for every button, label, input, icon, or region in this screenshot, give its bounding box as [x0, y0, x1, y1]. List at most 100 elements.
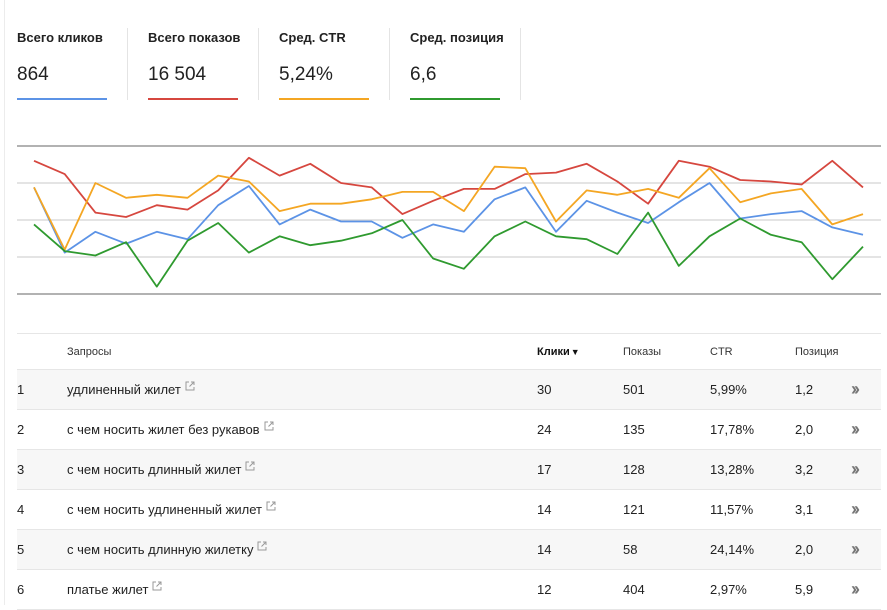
- row-ctr: 5,99%: [710, 382, 747, 397]
- metric-value: 5,24%: [279, 64, 333, 85]
- metric-position[interactable]: Сред. позиция 6,6: [390, 18, 521, 100]
- row-query-text[interactable]: удлиненный жилет: [67, 382, 181, 397]
- double-chevron-right-icon[interactable]: ››: [851, 579, 860, 599]
- metric-value: 6,6: [410, 64, 437, 85]
- row-query-text[interactable]: платье жилет: [67, 582, 149, 597]
- external-link-icon[interactable]: [152, 579, 162, 594]
- row-rank: 5: [17, 542, 25, 557]
- table-row[interactable]: 4 с чем носить удлиненный жилет 14 121 11,57…: [17, 490, 881, 530]
- row-details-button[interactable]: ››: [851, 410, 860, 449]
- row-clicks: 30: [537, 382, 552, 397]
- chart-series-line-0: [33, 156, 864, 218]
- row-details-button[interactable]: ››: [851, 530, 860, 569]
- table-row[interactable]: 5 с чем носить длинную жилетку 14 58 24,14% 2…: [17, 530, 881, 570]
- row-position: 3,2: [795, 462, 814, 477]
- metric-separator: [258, 28, 259, 100]
- external-link-icon[interactable]: [257, 539, 267, 554]
- row-clicks: 14: [537, 542, 552, 557]
- row-details-button[interactable]: ››: [851, 450, 860, 489]
- row-impressions: 58: [623, 542, 638, 557]
- table-row[interactable]: 1 удлиненный жилет 30 501 5,99% 1,2 ››: [17, 370, 881, 410]
- row-position: 1,2: [795, 382, 814, 397]
- row-query[interactable]: платье жилет: [67, 570, 162, 609]
- metric-color-bar: [17, 98, 107, 100]
- metrics-row: Всего кликов 864 Всего показов 16 504 Ср…: [17, 18, 521, 100]
- metric-separator: [520, 28, 521, 100]
- metric-ctr[interactable]: Сред. CTR 5,24%: [259, 18, 390, 100]
- external-link-icon[interactable]: [185, 379, 195, 394]
- double-chevron-right-icon[interactable]: ››: [851, 459, 860, 479]
- row-clicks: 17: [537, 462, 552, 477]
- row-query-text[interactable]: с чем носить жилет без рукавов: [67, 422, 260, 437]
- header-clicks[interactable]: Клики ▼: [537, 334, 580, 369]
- double-chevron-right-icon[interactable]: ››: [851, 499, 860, 519]
- row-query[interactable]: с чем носить длинную жилетку: [67, 530, 267, 569]
- row-rank: 4: [17, 502, 25, 517]
- chart-series-line-1: [33, 182, 864, 254]
- chart-svg: [17, 145, 881, 295]
- row-query-text[interactable]: с чем носить длинную жилетку: [67, 542, 254, 557]
- header-ctr[interactable]: CTR: [710, 345, 733, 358]
- header-position[interactable]: Позиция: [795, 345, 839, 358]
- performance-chart: [17, 138, 881, 304]
- row-details-button[interactable]: ››: [851, 490, 860, 529]
- external-link-icon[interactable]: [266, 499, 276, 514]
- metric-label: Всего показов: [148, 30, 241, 45]
- double-chevron-right-icon[interactable]: ››: [851, 419, 860, 439]
- row-details-button[interactable]: ››: [851, 570, 860, 609]
- external-link-icon[interactable]: [245, 459, 255, 474]
- row-query[interactable]: удлиненный жилет: [67, 370, 195, 409]
- row-clicks: 24: [537, 422, 552, 437]
- double-chevron-right-icon[interactable]: ››: [851, 379, 860, 399]
- row-position: 2,0: [795, 422, 814, 437]
- header-impressions[interactable]: Показы: [623, 345, 662, 358]
- row-query[interactable]: с чем носить удлиненный жилет: [67, 490, 276, 529]
- double-chevron-right-icon[interactable]: ››: [851, 539, 860, 559]
- metric-separator: [127, 28, 128, 100]
- row-ctr: 11,57%: [710, 502, 754, 517]
- row-ctr: 24,14%: [710, 542, 755, 557]
- row-ctr: 17,78%: [710, 422, 755, 437]
- metric-label: Сред. позиция: [410, 30, 504, 45]
- table-row[interactable]: 2 с чем носить жилет без рукавов 24 135 17,7…: [17, 410, 881, 450]
- row-impressions: 501: [623, 382, 645, 397]
- row-impressions: 135: [623, 422, 645, 437]
- metric-impressions[interactable]: Всего показов 16 504: [128, 18, 259, 100]
- metric-clicks[interactable]: Всего кликов 864: [17, 18, 128, 100]
- chart-series-line-2: [33, 165, 864, 251]
- row-clicks: 12: [537, 582, 552, 597]
- row-rank: 3: [17, 462, 25, 477]
- table-header: Запросы Клики ▼ Показы CTR Позиция: [17, 333, 881, 370]
- queries-table: Запросы Клики ▼ Показы CTR Позиция 1 удлин…: [17, 333, 881, 610]
- row-clicks: 14: [537, 502, 552, 517]
- metric-value: 864: [17, 64, 49, 85]
- row-query[interactable]: с чем носить жилет без рукавов: [67, 410, 274, 449]
- metric-color-bar: [410, 98, 500, 100]
- metric-separator: [389, 28, 390, 100]
- row-query[interactable]: с чем носить длинный жилет: [67, 450, 255, 489]
- row-position: 5,9: [795, 582, 814, 597]
- row-rank: 2: [17, 422, 25, 437]
- row-rank: 6: [17, 582, 25, 597]
- metric-color-bar: [148, 98, 238, 100]
- table-row[interactable]: 3 с чем носить длинный жилет 17 128 13,28% 3,…: [17, 450, 881, 490]
- chart-series-line-3: [33, 211, 864, 288]
- metric-value: 16 504: [148, 64, 207, 85]
- row-ctr: 2,97%: [710, 582, 747, 597]
- row-details-button[interactable]: ››: [851, 370, 860, 409]
- header-queries: Запросы: [67, 345, 112, 358]
- metric-color-bar: [279, 98, 369, 100]
- row-impressions: 128: [623, 462, 645, 477]
- sort-desc-icon: ▼: [570, 346, 580, 357]
- row-ctr: 13,28%: [710, 462, 755, 477]
- row-position: 3,1: [795, 502, 814, 517]
- metric-label: Всего кликов: [17, 30, 103, 45]
- row-query-text[interactable]: с чем носить удлиненный жилет: [67, 502, 262, 517]
- metric-label: Сред. CTR: [279, 30, 346, 45]
- row-position: 2,0: [795, 542, 814, 557]
- external-link-icon[interactable]: [264, 419, 274, 434]
- row-rank: 1: [17, 382, 25, 397]
- table-row[interactable]: 6 платье жилет 12 404 2,97% 5,9 ››: [17, 570, 881, 610]
- row-query-text[interactable]: с чем носить длинный жилет: [67, 462, 242, 477]
- header-clicks-label: Клики: [537, 345, 570, 358]
